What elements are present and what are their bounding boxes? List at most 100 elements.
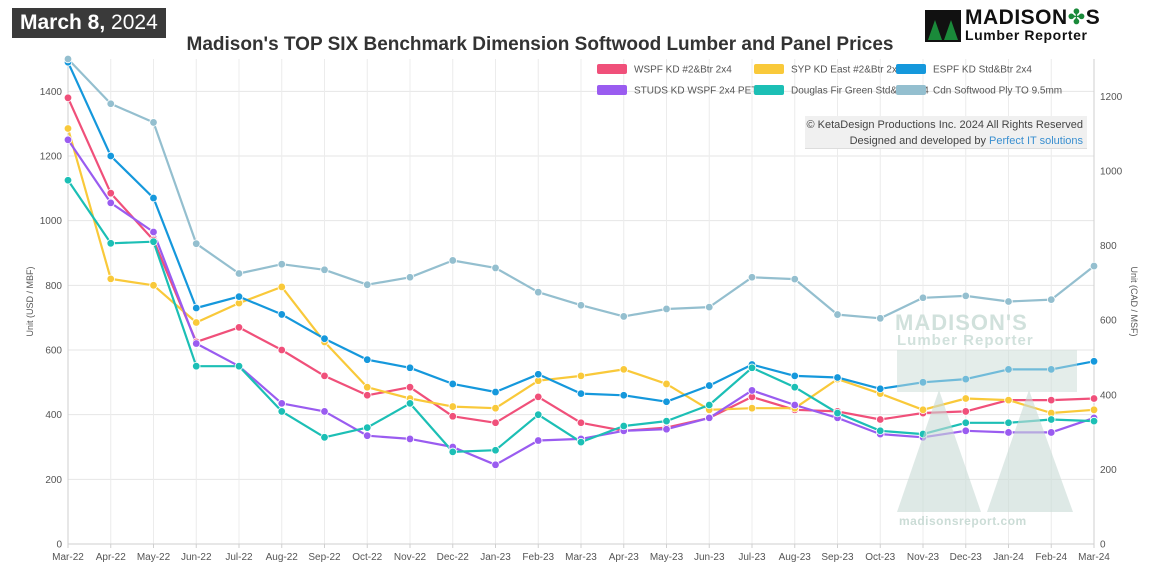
legend-swatch	[896, 64, 926, 74]
legend-label: SYP KD East #2&Btr 2x4	[791, 65, 903, 76]
data-point	[234, 361, 244, 371]
legend-label: Cdn Softwood Ply TO 9.5mm	[933, 86, 1062, 97]
data-point	[63, 176, 73, 185]
data-point	[1004, 395, 1013, 405]
x-tick-label: Dec-22	[437, 552, 470, 563]
x-tick-label: Aug-23	[779, 552, 812, 563]
data-point	[1004, 297, 1013, 306]
data-point	[662, 397, 671, 406]
data-point	[662, 304, 671, 314]
x-tick-label: Oct-22	[352, 552, 382, 563]
credit-line2-prefix: Designed and developed by	[849, 134, 990, 147]
y-tick-label-left: 1200	[40, 152, 63, 163]
y-tick-label-left: 400	[45, 410, 62, 421]
legend-swatch	[754, 64, 784, 74]
data-point	[448, 379, 457, 389]
logo-subtitle: Lumber Reporter	[965, 27, 1088, 43]
x-tick-label: Sep-22	[308, 552, 341, 563]
x-tick-label: May-22	[137, 552, 171, 563]
y-tick-label-left: 0	[56, 540, 62, 551]
data-point	[961, 394, 970, 403]
data-point	[747, 363, 757, 372]
data-point	[234, 292, 244, 301]
y-tick-label-left: 1400	[40, 87, 63, 98]
x-tick-label: Nov-23	[907, 552, 940, 563]
data-point	[192, 239, 201, 248]
data-point	[705, 400, 714, 410]
data-point	[576, 418, 586, 427]
data-point	[833, 373, 842, 382]
data-point	[576, 371, 586, 381]
data-point	[149, 193, 158, 203]
data-point	[491, 387, 500, 397]
date-main: March 8,	[20, 11, 106, 34]
data-point	[63, 54, 73, 64]
data-point	[961, 407, 970, 416]
credit-box: © KetaDesign Productions Inc. 2024 All R…	[805, 116, 1087, 149]
x-tick-label: Feb-24	[1035, 552, 1067, 563]
data-point	[448, 256, 457, 265]
x-tick-label: Jul-23	[738, 552, 766, 563]
chart-title: Madison's TOP SIX Benchmark Dimension So…	[186, 34, 894, 55]
data-point	[876, 415, 885, 424]
data-point	[106, 239, 115, 248]
x-tick-label: Aug-22	[266, 552, 299, 563]
data-point	[320, 407, 329, 416]
data-point	[106, 198, 115, 208]
data-point	[491, 418, 500, 427]
y-tick-label-left: 800	[45, 281, 62, 292]
data-point	[106, 274, 115, 284]
data-point	[405, 382, 415, 392]
data-point	[790, 382, 799, 392]
data-point	[405, 363, 415, 372]
data-point	[961, 426, 970, 436]
x-tick-label: Nov-22	[394, 552, 427, 563]
legend-swatch	[754, 85, 784, 95]
data-point	[192, 339, 201, 348]
watermark-trees-icon	[897, 350, 1077, 512]
data-point	[192, 318, 201, 327]
data-point	[876, 384, 885, 393]
legend-swatch	[597, 64, 627, 74]
data-point	[448, 412, 457, 421]
data-point	[1089, 357, 1099, 366]
date-badge: March 8, 2024	[12, 8, 166, 38]
data-point	[491, 263, 500, 273]
y-tick-label-right: 0	[1100, 540, 1106, 551]
data-point	[576, 437, 586, 447]
x-tick-label: Mar-24	[1078, 552, 1110, 563]
data-point	[192, 303, 201, 313]
x-tick-label: Jul-22	[225, 552, 253, 563]
data-point	[1047, 295, 1056, 304]
legend-swatch	[896, 85, 926, 95]
credit-line1: © KetaDesign Productions Inc. 2024 All R…	[806, 119, 1083, 131]
data-point	[1004, 428, 1013, 437]
data-point	[491, 404, 500, 413]
data-point	[833, 408, 842, 418]
data-point	[961, 418, 970, 427]
x-tick-label: Dec-23	[950, 552, 983, 563]
data-point	[277, 310, 286, 319]
credit-line2: Designed and developed by Perfect IT sol…	[805, 134, 1083, 150]
data-point	[491, 460, 500, 469]
data-point	[1089, 394, 1099, 403]
data-point	[576, 301, 586, 310]
data-point	[234, 269, 244, 278]
logo-name: MADISON✤S	[965, 7, 1100, 28]
y-tick-label-right: 200	[1100, 465, 1117, 476]
tree-logo-icon	[925, 10, 961, 42]
data-point	[918, 293, 928, 302]
data-point	[918, 405, 928, 415]
y-tick-label-left: 1000	[40, 216, 63, 227]
data-point	[662, 416, 671, 426]
data-point	[320, 334, 329, 343]
data-point	[1004, 418, 1013, 427]
data-point	[63, 124, 73, 133]
data-point	[534, 410, 543, 419]
data-point	[705, 413, 714, 423]
data-point	[234, 323, 244, 332]
legend-label: WSPF KD #2&Btr 2x4	[634, 65, 732, 76]
credit-link[interactable]: Perfect IT solutions	[989, 134, 1083, 147]
data-point	[619, 312, 628, 321]
data-point	[320, 433, 329, 442]
